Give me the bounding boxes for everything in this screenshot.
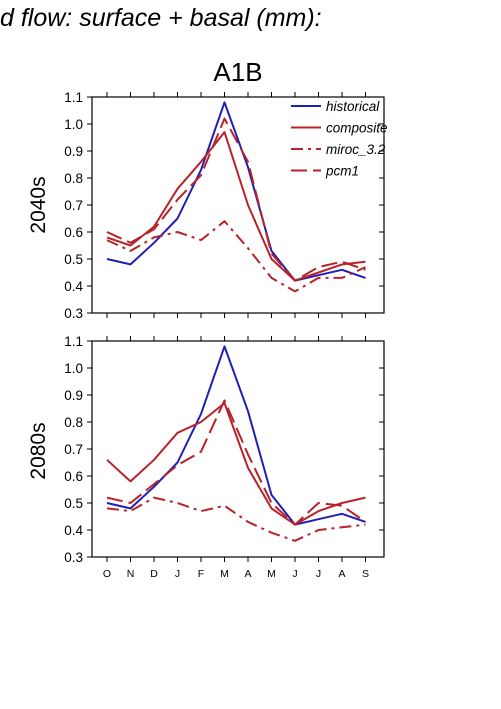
y-tick-label: 1.0 bbox=[64, 117, 83, 132]
series-line-miroc-3-2 bbox=[106, 220, 366, 293]
y-tick-label: 0.4 bbox=[64, 279, 83, 294]
y-tick-label: 0.7 bbox=[64, 442, 83, 457]
y-tick-label: 0.5 bbox=[64, 496, 83, 511]
legend-label: composite bbox=[326, 121, 388, 136]
series-line-pcm1 bbox=[106, 399, 367, 526]
x-tick-label: A bbox=[244, 568, 251, 580]
x-tick-label: S bbox=[362, 568, 369, 580]
x-tick-label: J bbox=[292, 568, 297, 580]
y-tick-label: 1.1 bbox=[64, 334, 83, 349]
legend-label: historical bbox=[326, 99, 380, 114]
figure-title: d flow: surface + basal (mm): bbox=[0, 4, 322, 32]
y-tick-label: 0.8 bbox=[64, 415, 83, 430]
legend-label: miroc_3.2 bbox=[326, 142, 386, 157]
x-tick-label: F bbox=[198, 568, 204, 580]
y-tick-label: 0.4 bbox=[64, 523, 83, 538]
y-tick-label: 0.3 bbox=[64, 550, 83, 565]
y-tick-label: 0.6 bbox=[64, 469, 83, 484]
y-tick-label: 0.9 bbox=[64, 144, 83, 159]
scenario-title: A1B bbox=[213, 57, 263, 87]
legend-label: pcm1 bbox=[325, 164, 359, 179]
y-tick-label: 0.3 bbox=[64, 306, 83, 321]
series-line-historical bbox=[106, 345, 366, 526]
series-line-pcm1 bbox=[106, 117, 366, 282]
y-tick-label: 0.9 bbox=[64, 388, 83, 403]
x-tick-label: M bbox=[220, 568, 229, 580]
x-tick-label: J bbox=[175, 568, 180, 580]
y-tick-label: 0.7 bbox=[64, 198, 83, 213]
x-tick-label: O bbox=[103, 568, 111, 580]
series-line-historical bbox=[106, 101, 366, 282]
x-tick-label: N bbox=[127, 568, 135, 580]
y-tick-label: 1.1 bbox=[64, 90, 83, 105]
x-tick-label: J bbox=[316, 568, 321, 580]
x-tick-label: D bbox=[150, 568, 158, 580]
x-tick-label: M bbox=[267, 568, 276, 580]
y-tick-label: 0.6 bbox=[64, 225, 83, 240]
y-tick-label: 1.0 bbox=[64, 361, 83, 376]
series-line-composite bbox=[106, 402, 366, 526]
x-tick-label: A bbox=[338, 568, 345, 580]
y-tick-label: 0.5 bbox=[64, 252, 83, 267]
y-tick-label: 0.8 bbox=[64, 171, 83, 186]
series-line-miroc-3-2 bbox=[106, 496, 366, 542]
series-line-composite bbox=[106, 131, 366, 282]
plot-frame-1 bbox=[91, 340, 385, 558]
